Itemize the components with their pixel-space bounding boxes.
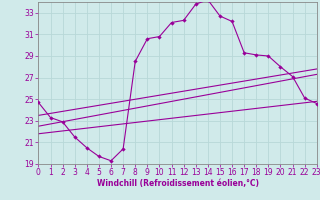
X-axis label: Windchill (Refroidissement éolien,°C): Windchill (Refroidissement éolien,°C) bbox=[97, 179, 259, 188]
